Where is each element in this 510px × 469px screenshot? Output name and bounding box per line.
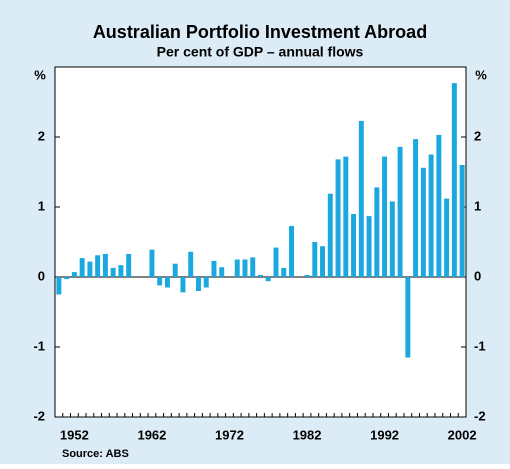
bar [56, 277, 62, 295]
y-tick-label: -2 [33, 408, 45, 423]
y2-tick-label: 2 [474, 128, 481, 143]
bar [343, 156, 349, 277]
bar [281, 267, 287, 277]
chart-subtitle: Per cent of GDP – annual flows [157, 44, 364, 60]
bar [211, 260, 217, 277]
bar [374, 187, 380, 277]
bar [87, 261, 93, 277]
bar [180, 277, 186, 293]
x-tick-label: 1992 [370, 427, 399, 442]
y-tick-label: 2 [38, 128, 45, 143]
bar [95, 255, 101, 277]
bar [389, 201, 395, 277]
bar [172, 263, 178, 277]
bar [320, 246, 326, 277]
y-tick-label: 0 [38, 268, 45, 283]
bar [71, 272, 77, 277]
bar [420, 167, 426, 277]
bar [118, 265, 124, 277]
bar [444, 198, 450, 277]
bar [289, 225, 295, 277]
bar [64, 277, 70, 280]
x-tick-label: 1972 [215, 427, 244, 442]
y2-tick-label: 0 [474, 268, 481, 283]
bar [335, 159, 341, 277]
bar [273, 247, 279, 277]
y2-tick-label: -1 [474, 338, 486, 353]
x-tick-label: 1982 [293, 427, 322, 442]
source-note: Source: ABS [62, 448, 129, 460]
y2-tick-label: -2 [474, 408, 486, 423]
plot-area [54, 66, 467, 418]
bar [312, 242, 318, 277]
bar [351, 214, 357, 277]
bar [110, 267, 116, 277]
bar [428, 154, 434, 277]
y-axis-label: % [34, 67, 46, 82]
x-tick-label: 2002 [448, 427, 477, 442]
bar [203, 277, 209, 288]
bar [188, 251, 194, 277]
bar [459, 165, 465, 277]
bar [250, 257, 256, 277]
bar [436, 134, 442, 277]
y-tick-label: 1 [38, 198, 45, 213]
bar [405, 277, 411, 358]
bar [195, 277, 201, 291]
bar [126, 253, 132, 277]
bar [234, 259, 240, 277]
bar [327, 193, 333, 277]
bar [304, 274, 310, 277]
bar [451, 83, 457, 277]
y-tick-label: -1 [33, 338, 45, 353]
bar [219, 267, 225, 277]
bar [149, 249, 155, 277]
chart-title: Australian Portfolio Investment Abroad [93, 22, 427, 42]
bar [382, 156, 388, 277]
y2-tick-label: 1 [474, 198, 481, 213]
y2-axis-label: % [475, 67, 487, 82]
x-tick-label: 1952 [60, 427, 89, 442]
bar [265, 277, 271, 282]
bar [79, 258, 85, 277]
bar [157, 277, 163, 286]
bar [366, 216, 372, 277]
bar [164, 277, 170, 288]
bar [242, 259, 248, 277]
bar [102, 253, 108, 277]
bar [413, 139, 419, 277]
bar [258, 274, 263, 277]
bar [397, 146, 403, 277]
x-tick-label: 1962 [137, 427, 166, 442]
bar [358, 120, 364, 278]
